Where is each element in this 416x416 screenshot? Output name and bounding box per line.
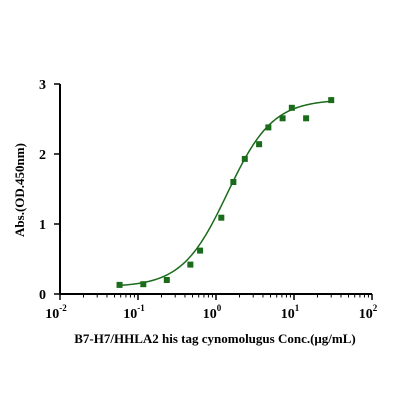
- x-tick-label: 10-1: [123, 303, 145, 322]
- y-tick-label: 3: [39, 78, 46, 93]
- data-point: [288, 104, 295, 111]
- y-tick-label: 1: [39, 218, 46, 233]
- x-tick-label: 101: [281, 303, 300, 322]
- data-point: [140, 281, 147, 288]
- x-axis-title: B7-H7/HHLA2 his tag cynomolugus Conc.(μg…: [74, 331, 355, 346]
- plot-area: 0 1 2 3 10-2 10-1 100 101 102: [39, 78, 378, 322]
- fit-curve: [119, 100, 332, 287]
- data-point: [241, 155, 248, 162]
- y-tick-label: 2: [39, 148, 46, 163]
- x-tick-label: 102: [359, 303, 378, 322]
- data-point: [197, 247, 204, 254]
- data-point: [328, 97, 335, 104]
- data-point: [230, 179, 237, 185]
- data-point: [265, 124, 272, 131]
- data-point: [256, 141, 263, 148]
- data-point: [303, 115, 310, 122]
- data-point: [163, 277, 170, 283]
- y-axis-title: Abs.(OD.450nm): [12, 143, 27, 237]
- data-point: [218, 214, 225, 221]
- data-point: [116, 281, 123, 288]
- x-tick-label: 100: [203, 303, 222, 322]
- data-point: [279, 115, 286, 122]
- x-tick-label: 10-2: [45, 303, 67, 322]
- data-point: [187, 261, 194, 268]
- y-tick-label: 0: [39, 288, 46, 303]
